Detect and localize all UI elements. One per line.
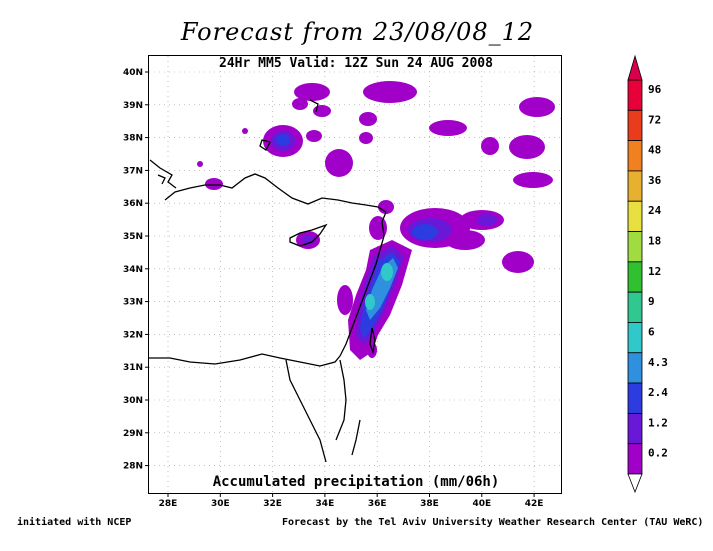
colorbar-swatch: [627, 140, 643, 172]
lon-label: 38E: [420, 499, 439, 509]
colorbar-swatch: [627, 109, 643, 142]
colorbar-swatch: [627, 79, 643, 111]
colorbar-label: 18: [648, 235, 661, 248]
colorbar-swatch: [627, 261, 643, 293]
footer-source: initiated with NCEP: [17, 517, 132, 528]
colorbar-label: 2.4: [648, 386, 668, 399]
colorbar-label: 36: [648, 174, 662, 187]
colorbar-min-arrow: [627, 473, 643, 494]
lon-label: 40E: [472, 499, 491, 509]
colorbar-swatch: [627, 322, 643, 354]
colorbar-label: 0.2: [648, 447, 668, 460]
lat-label: 38N: [123, 134, 143, 144]
lat-label: 32N: [123, 330, 143, 340]
colorbar-swatch: [627, 412, 643, 445]
lon-label: 32E: [263, 499, 282, 509]
colorbar-swatch: [627, 382, 643, 414]
lon-label: 34E: [316, 499, 335, 509]
lat-label: 31N: [123, 363, 143, 373]
axis-ticks: 40N 39N 38N 37N 36N 35N 34N 33N 32N 31N 30N 29N 28N 2…: [123, 68, 544, 509]
lat-label: 28N: [123, 462, 143, 472]
colorbar-label: 72: [648, 113, 661, 126]
lat-label: 37N: [123, 166, 143, 176]
colorbar-label: 4.3: [648, 356, 668, 369]
colorbar-label: 9: [648, 295, 655, 308]
lon-label: 42E: [525, 499, 544, 509]
colorbar-swatch: [627, 200, 643, 232]
lon-label: 30E: [211, 499, 230, 509]
field-caption: Accumulated precipitation (mm/06h): [212, 474, 500, 490]
colorbar-label: 24: [648, 204, 662, 217]
lat-label: 39N: [123, 101, 143, 111]
colorbar-swatch: [627, 291, 643, 323]
lat-label: 33N: [123, 298, 143, 308]
map-frame: [148, 55, 562, 494]
map-title: Forecast from 23/08/08_12: [180, 18, 535, 46]
colorbar-label: 1.2: [648, 416, 668, 429]
coastlines: [149, 99, 561, 463]
lat-label: 34N: [123, 265, 143, 275]
valid-time-label: 24Hr MM5 Valid: 12Z Sun 24 AUG 2008: [219, 56, 493, 71]
lon-label: 28E: [159, 499, 178, 509]
footer-credit: Forecast by the Tel Aviv University Weat…: [282, 517, 704, 528]
lat-label: 30N: [123, 396, 143, 406]
colorbar-label: 12: [648, 265, 661, 278]
precipitation-field: [197, 81, 555, 360]
colorbar-swatch: [627, 443, 643, 475]
colorbar-swatch: [627, 170, 643, 202]
lat-label: 35N: [123, 232, 143, 242]
lon-label: 36E: [368, 499, 387, 509]
colorbar-label: 6: [648, 325, 655, 338]
lat-label: 36N: [123, 199, 143, 209]
colorbar-max-arrow: [627, 54, 643, 81]
colorbar-label: 48: [648, 144, 661, 157]
colorbar-swatch: [627, 352, 643, 384]
colorbar-label: 96: [648, 83, 662, 96]
lat-label: 40N: [123, 68, 143, 78]
colorbar-swatch: [627, 231, 643, 263]
lat-label: 29N: [123, 429, 143, 439]
